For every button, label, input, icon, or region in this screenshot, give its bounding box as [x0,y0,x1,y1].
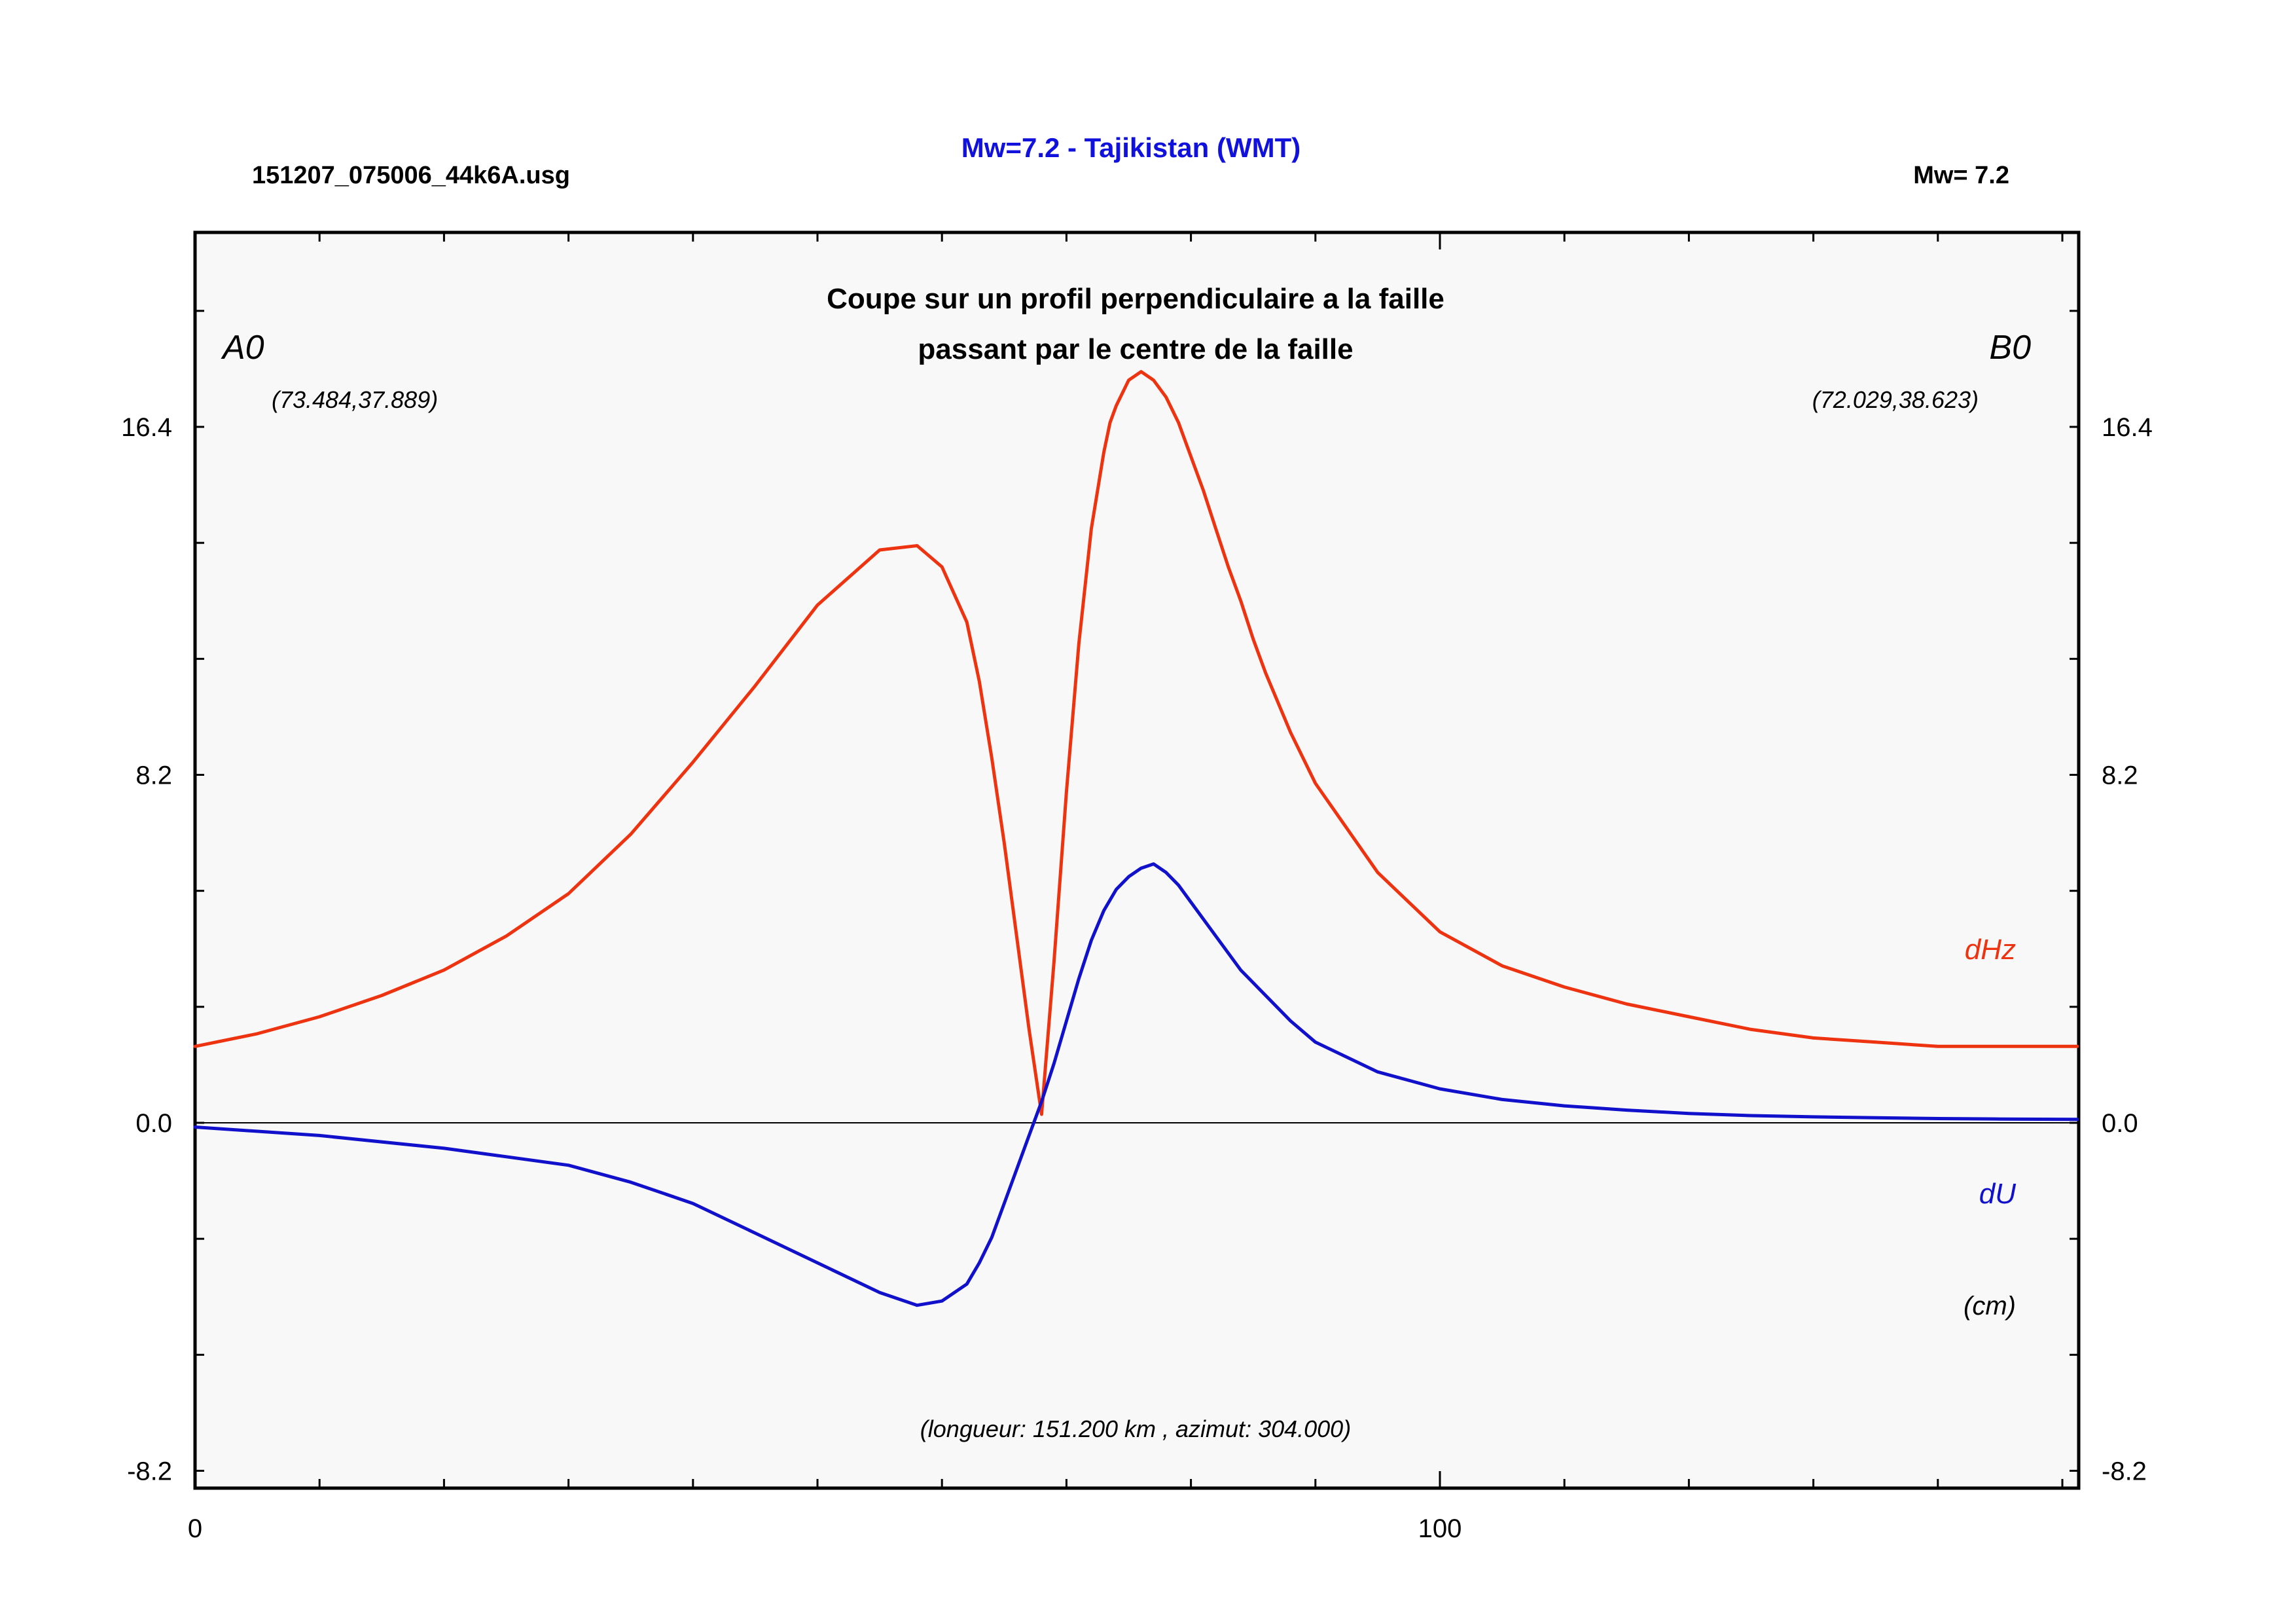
x-tick-label: 100 [1418,1514,1462,1543]
endpoint-a-coords: (73.484,37.889) [272,386,438,413]
series-layer: dHz dU [193,370,2079,1307]
y-tick-label-right: 8.2 [2102,761,2138,790]
series-label-dhz: dHz [1965,934,2016,966]
endpoint-b-label: B0 [1989,329,2031,367]
y-tick-label-right: 16.4 [2102,413,2153,442]
series-line-dhz [193,370,2079,1116]
y-tick-label-left: 0.0 [135,1109,172,1138]
y-tick-label-right: 0.0 [2102,1109,2138,1138]
y-tick-label-left: 8.2 [135,761,172,790]
series-line-du [193,862,2079,1307]
chart-header-title: Mw=7.2 - Tajikistan (WMT) [961,132,1300,163]
series-label-du: dU [1979,1178,2016,1210]
endpoint-b-coords: (72.029,38.623) [1812,386,1979,413]
chart-subtitle: passant par le centre de la faille [918,333,1353,365]
tick-labels: 0 100 -8.2 -8.2 0.0 0.0 8.2 8.2 16.4 16.4 [121,413,2153,1543]
file-name-label: 151207_075006_44k6A.usg [252,162,570,189]
magnitude-label: Mw= 7.2 [1913,162,2009,189]
x-tick-label: 0 [188,1514,202,1543]
y-tick-label-left: -8.2 [127,1457,172,1486]
endpoint-a-label: A0 [221,329,264,367]
plot-area [193,230,2081,1490]
chart-title: Coupe sur un profil perpendiculaire a la… [827,283,1444,315]
profile-info: (longueur: 151.200 km , azimut: 304.000) [920,1415,1351,1442]
y-tick-label-right: -8.2 [2102,1457,2147,1486]
y-tick-label-left: 16.4 [121,413,172,442]
units-label: (cm) [1964,1292,2016,1321]
